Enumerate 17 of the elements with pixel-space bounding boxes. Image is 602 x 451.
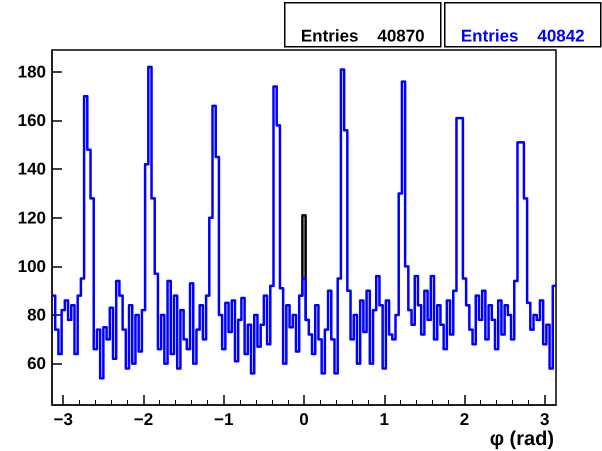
y-tick-label: 140 <box>18 160 46 179</box>
x-tick-label: 0 <box>299 410 309 429</box>
text: Entries 40842 <box>460 26 585 46</box>
x-tick-label: 2 <box>460 410 470 429</box>
y-tick-label: 80 <box>27 306 46 325</box>
text: Entries 40870 <box>300 26 425 46</box>
y-tick-label: 60 <box>27 354 46 374</box>
y-tick-label: 160 <box>18 111 46 130</box>
x-tick-label: −1 <box>214 410 234 429</box>
y-tick-label: 100 <box>18 256 46 276</box>
y-tick-label: 120 <box>18 208 46 228</box>
x-tick-label: −2 <box>134 410 154 429</box>
x-tick-label: 1 <box>380 410 389 429</box>
x-tick-label: 3 <box>540 410 550 429</box>
x-tick-label: −3 <box>54 410 73 429</box>
y-tick-label: 180 <box>18 62 46 82</box>
x-axis-title: φ (rad) <box>490 428 554 450</box>
